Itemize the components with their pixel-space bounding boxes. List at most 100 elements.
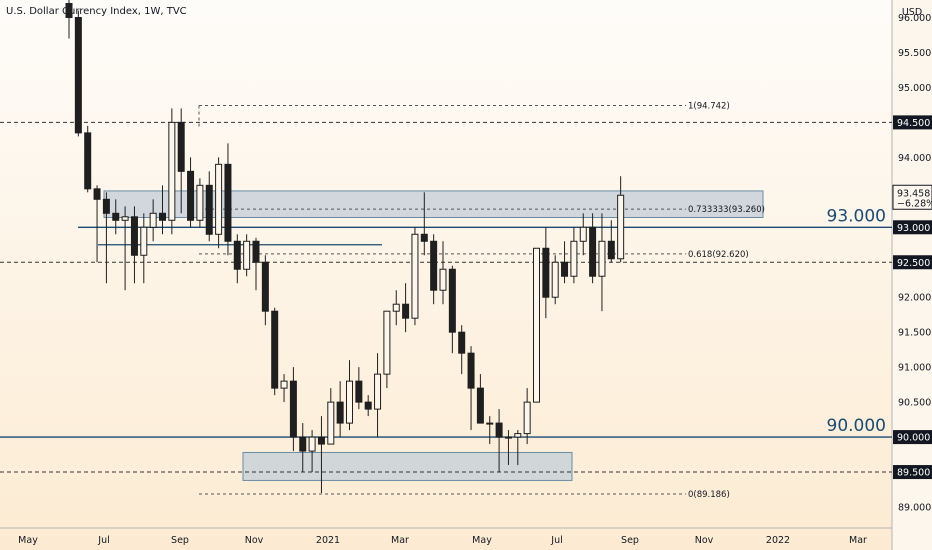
candle-body [74,16,82,134]
candle-body [112,212,120,221]
y-tick-label: 96.000 [898,13,931,24]
x-tick-label: 2021 [316,535,340,546]
price-axis-panel [892,0,932,550]
candle-body [149,212,157,228]
candle-body [598,240,606,277]
candle-body [233,240,241,270]
current-price-label: 93.458 [897,188,930,199]
y-tick-label: 95.000 [898,83,931,94]
candle-body [607,240,615,260]
candle-body [514,433,522,438]
support-resistance-zone [242,451,573,481]
candle-body [271,310,279,389]
candle-body [93,188,101,200]
candle-body [355,380,363,403]
candle-body [374,373,382,410]
level-big-label: 90.000 [827,416,886,436]
candle-body [411,233,419,319]
candle-body [215,163,223,235]
candle-body [224,163,232,242]
y-tick-label: 91.500 [898,328,931,339]
candle-body [458,331,466,354]
candle-body [140,226,148,256]
x-tick-label: May [472,535,492,546]
candle-body [205,184,213,235]
candle-body [336,401,344,424]
currency-label: USD [902,7,922,18]
y-tick-label: 90.500 [898,398,931,409]
candle-body [504,436,512,439]
price-change-label: −6.28% [897,198,932,209]
x-tick-label: Sep [171,535,189,546]
candle-body [187,170,195,221]
candle-body [448,268,456,333]
x-tick-label: 2022 [766,535,790,546]
x-tick-label: Sep [621,535,639,546]
price-tag-bg [893,255,932,270]
candle-body [420,233,428,242]
candle-body [589,226,597,277]
fib-level-label: 0(89.186) [688,490,730,500]
candle-body [130,216,138,256]
candle-body [392,303,400,312]
candle-body [579,226,587,242]
candle-body [467,352,475,389]
price-tag-bg [893,220,932,235]
price-tag-bg [893,115,932,130]
candle-body [280,380,288,389]
candle-body [495,422,503,438]
candle-body [121,216,129,221]
y-tick-label: 95.500 [898,48,931,59]
price-tag-label: 93.000 [897,223,930,234]
candle-body [159,212,166,221]
x-tick-label: Nov [695,535,714,546]
level-big-label: 93.000 [827,206,886,226]
candle-body [177,121,185,172]
support-resistance-zone [103,190,764,218]
price-tag-bg [893,465,932,480]
candle-body [317,436,325,445]
fib-level-label: 0.733333(93.260) [688,205,765,215]
candle-body [168,121,176,221]
candle-body [346,380,353,424]
x-tick-label: Nov [245,535,264,546]
candle-body [523,401,531,435]
current-price-tag-bg [892,184,932,210]
candle-body [308,436,316,452]
candle-body [570,240,578,277]
price-tag-label: 89.500 [897,468,930,479]
y-tick-label: 92.000 [898,293,931,304]
price-tag-bg [893,430,932,445]
candle-body [402,303,410,319]
price-tag-label: 90.000 [897,433,930,444]
price-tag-label: 94.500 [897,118,930,129]
price-tag-label: 92.500 [897,258,930,269]
y-tick-label: 89.000 [898,503,931,514]
fib-level-label: 0.618(92.620) [688,250,749,260]
candle-body [299,436,307,452]
chart-title: U.S. Dollar Currency Index, 1W, TVC [6,6,187,17]
candle-body [551,261,559,298]
candle-body [327,401,335,445]
candle-body [261,261,269,312]
y-tick-label: 94.000 [898,153,931,164]
candle-body [542,247,550,298]
x-tick-label: May [18,535,38,546]
x-tick-label: Jul [550,535,562,546]
candle-body [364,401,372,410]
candle-body [243,240,251,270]
candle-body [102,198,110,214]
candle-body [252,240,260,263]
fib-level-label: 1(94.742) [688,101,730,111]
candle-body [383,310,391,375]
y-tick-label: 91.000 [898,363,931,374]
candle-body [84,132,92,190]
candle-body [196,184,204,221]
candle-body [289,380,297,438]
candle-body [430,240,438,291]
x-tick-label: Mar [849,535,867,546]
x-tick-label: Mar [391,535,409,546]
x-tick-label: Jul [97,535,109,546]
candle-body [617,194,625,260]
